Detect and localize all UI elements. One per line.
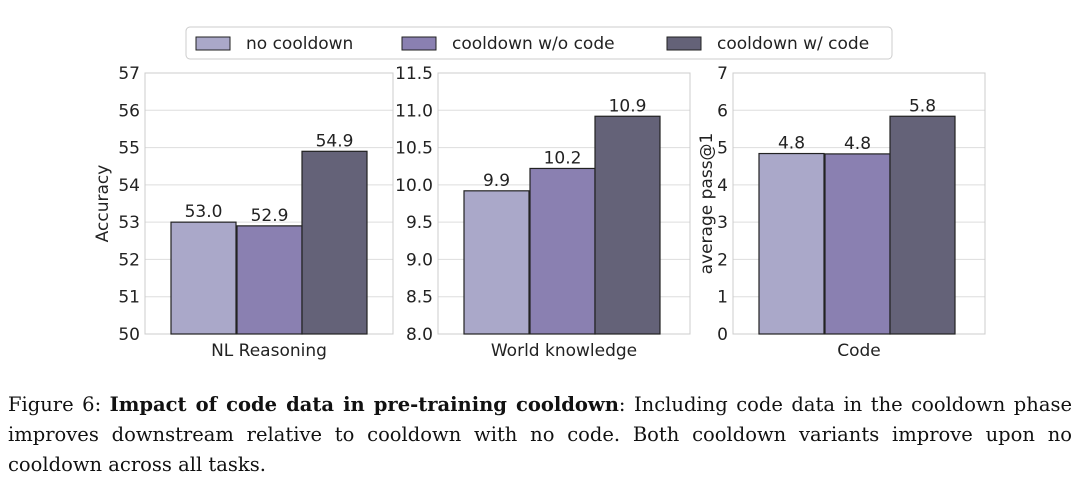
legend-swatch-cooldown-without-code — [401, 36, 437, 51]
legend-label-cooldown-without-code: cooldown w/o code — [452, 34, 615, 54]
legend: no cooldown cooldown w/o code cooldown w… — [185, 26, 893, 60]
y-tick-label: 52 — [118, 250, 140, 270]
y-tick-label: 7 — [717, 64, 728, 84]
data-label-cooldown-w-o-code: 10.2 — [544, 148, 582, 168]
data-label-no-cooldown: 4.8 — [778, 134, 805, 154]
y-tick-label: 51 — [118, 288, 140, 308]
figure-caption: Figure 6: Impact of code data in pre-tra… — [8, 390, 1072, 480]
data-label-no-cooldown: 53.0 — [185, 202, 223, 222]
chart-figure: no cooldown cooldown w/o code cooldown w… — [93, 26, 986, 361]
data-label-cooldown-w-o-code: 52.9 — [251, 206, 289, 226]
bar-no-cooldown — [758, 152, 825, 335]
caption-title: Impact of code data in pre-training cool… — [109, 393, 619, 416]
y-tick-label: 50 — [118, 325, 140, 345]
x-category-label: World knowledge — [491, 341, 637, 361]
legend-label-no-cooldown: no cooldown — [246, 34, 353, 54]
caption-body: : Including code data in the cooldown ph… — [8, 393, 1072, 476]
y-tick-label: 6 — [717, 101, 728, 121]
panel-world-knowledge: 8.0 8.5 9.0 9.5 10.0 10.5 11.0 11.5 9.9 10.2 10.9 W… — [395, 64, 691, 361]
caption-label: Figure 6: — [8, 393, 110, 416]
data-label-no-cooldown: 9.9 — [483, 171, 510, 191]
x-category-label: Code — [837, 341, 881, 361]
legend-swatch-cooldown-with-code — [666, 36, 702, 51]
y-tick-label: 5 — [717, 139, 728, 159]
bar-cooldown-w-code — [594, 115, 661, 335]
bar-cooldown-w-o-code — [824, 153, 891, 335]
bar-no-cooldown — [463, 190, 530, 335]
y-tick-label: 54 — [118, 176, 140, 196]
legend-swatch-no-cooldown — [195, 36, 231, 51]
legend-label-cooldown-with-code: cooldown w/ code — [717, 34, 869, 54]
bar-cooldown-w-code — [301, 150, 368, 335]
legend-frame — [185, 26, 893, 60]
y-tick-label: 10.0 — [395, 176, 433, 196]
y-tick-label: 57 — [118, 64, 140, 84]
y-tick-label: 11.5 — [395, 64, 433, 84]
bar-no-cooldown — [170, 221, 237, 335]
y-tick-label: 9.0 — [406, 250, 433, 270]
data-label-cooldown-w-code: 5.8 — [909, 96, 936, 116]
y-tick-label: 4 — [717, 176, 728, 196]
y-axis-title: average pass@1 — [697, 133, 717, 275]
y-tick-label: 1 — [717, 288, 728, 308]
bar-cooldown-w-o-code — [236, 225, 303, 335]
y-tick-label: 8.0 — [406, 325, 433, 345]
y-axis-title: Accuracy — [93, 165, 113, 243]
data-label-cooldown-w-code: 10.9 — [609, 96, 647, 116]
y-tick-label: 53 — [118, 213, 140, 233]
y-tick-label: 0 — [717, 325, 728, 345]
y-tick-label: 9.5 — [406, 213, 433, 233]
data-label-cooldown-w-o-code: 4.8 — [844, 134, 871, 154]
y-tick-label: 2 — [717, 250, 728, 270]
data-label-cooldown-w-code: 54.9 — [316, 131, 354, 151]
y-tick-label: 10.5 — [395, 139, 433, 159]
bar-cooldown-w-o-code — [529, 167, 596, 335]
bar-cooldown-w-code — [889, 115, 956, 335]
y-tick-label: 11.0 — [395, 101, 433, 121]
x-category-label: NL Reasoning — [211, 341, 327, 361]
y-tick-label: 3 — [717, 213, 728, 233]
y-tick-label: 8.5 — [406, 288, 433, 308]
y-tick-label: 55 — [118, 139, 140, 159]
panel-code: 0 1 2 3 4 5 6 7 average pass@1 4.8 4.8 5.8 Code — [697, 64, 986, 361]
y-tick-label: 56 — [118, 101, 140, 121]
panel-nl-reasoning: 50 51 52 53 54 55 56 57 Accuracy 53.0 52.9 54.9 NL R… — [93, 64, 394, 361]
